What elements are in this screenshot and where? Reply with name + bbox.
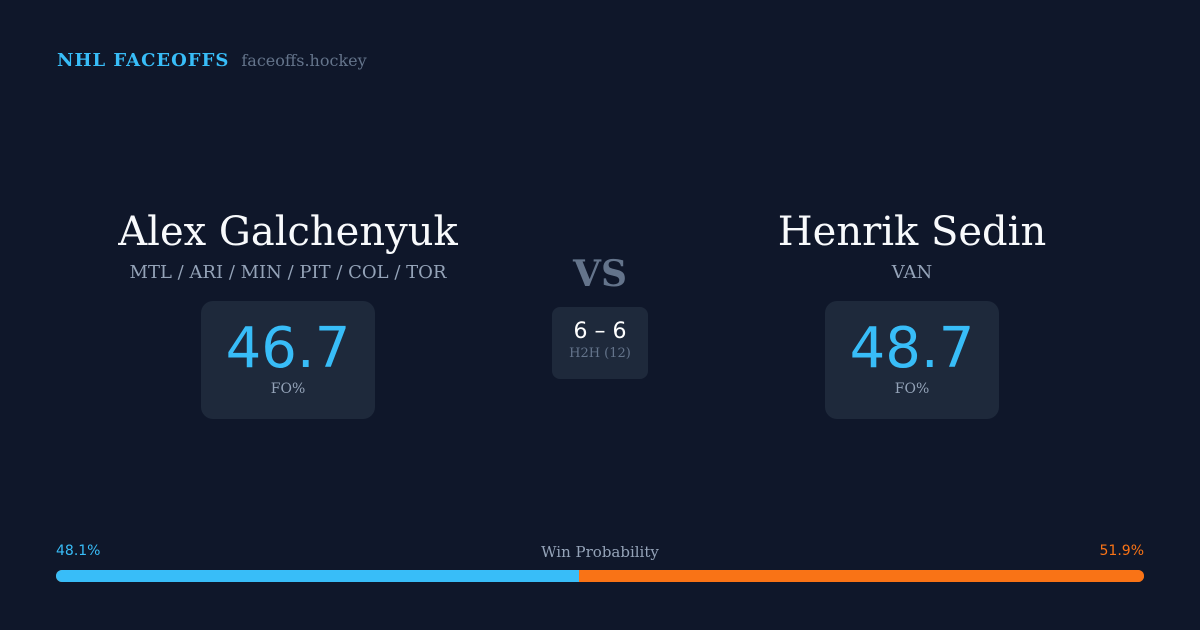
win-prob-bar-p1 [56, 570, 580, 582]
win-probability-labels: 48.1% 51.9% Win Probability [56, 543, 1144, 561]
player-2-fo-card: 48.7 FO% [825, 301, 999, 419]
brand-title: NHL FACEOFFS [57, 50, 230, 71]
win-prob-bar-p2 [579, 570, 1144, 582]
h2h-label: H2H (12) [569, 346, 631, 361]
player-1: Alex Galchenyuk MTL / ARI / MIN / PIT / … [78, 208, 498, 419]
player-1-fo-card: 46.7 FO% [201, 301, 375, 419]
h2h-score: 6 – 6 [573, 319, 627, 344]
player-2-fo-value: 48.7 [849, 316, 975, 381]
win-prob-p1: 48.1% [56, 543, 101, 559]
brand: NHL FACEOFFS faceoffs.hockey [57, 50, 367, 71]
player-2-teams: VAN [891, 262, 933, 283]
h2h-card: 6 – 6 H2H (12) [552, 307, 648, 379]
player-2-name: Henrik Sedin [777, 209, 1047, 255]
vs-label: VS [573, 253, 627, 295]
brand-url: faceoffs.hockey [241, 51, 367, 70]
player-1-fo-value: 46.7 [225, 316, 351, 381]
win-probability-bar [56, 570, 1144, 582]
player-1-fo-label: FO% [270, 381, 306, 397]
player-1-name: Alex Galchenyuk [118, 209, 458, 255]
player-1-teams: MTL / ARI / MIN / PIT / COL / TOR [129, 262, 447, 283]
win-prob-p2: 51.9% [1099, 543, 1144, 559]
win-prob-label: Win Probability [541, 543, 659, 561]
player-2: Henrik Sedin VAN 48.7 FO% [702, 208, 1122, 419]
player-2-fo-label: FO% [894, 381, 930, 397]
